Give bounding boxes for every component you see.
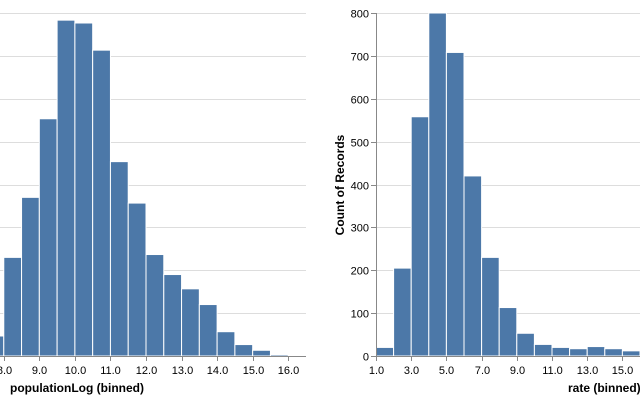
right-bar [375,346,395,357]
right-x-tick-label: 9.0 [510,365,525,377]
right-y-tick-label: 0 [363,352,369,364]
left-axes: 8.0 9.0 10.0 11.0 12.0 13.0 14.0 15.0 16.0 [0,356,306,377]
right-axes: 1.0 3.0 5.0 7.0 9.0 11.0 13.0 15.0 0 100 200 300 400… [351,9,640,377]
right-x-tick-label: 5.0 [439,365,454,377]
right-x-tick-label: 3.0 [404,365,419,377]
left-bar [145,254,165,357]
right-bar [586,346,606,357]
left-x-tick-label: 16.0 [278,365,299,377]
left-x-tick-label: 13.0 [172,365,193,377]
left-x-tick-label: 12.0 [136,365,157,377]
right-x-axis-title: rate (binned) [568,381,640,395]
left-bar [234,344,254,357]
right-y-tick-label: 300 [351,223,369,235]
left-bar [0,335,5,357]
right-x-tick-label: 11.0 [542,365,563,377]
right-y-tick-label: 600 [351,95,369,107]
right-bar [621,350,640,357]
right-x-tick-label: 15.0 [612,365,633,377]
left-bar [92,49,111,357]
right-bar [498,307,518,357]
left-bar [3,256,23,357]
population-log-histogram: 8.0 9.0 10.0 11.0 12.0 13.0 14.0 15.0 16.0 popul… [0,13,306,395]
left-bar [21,196,40,357]
right-bars [375,12,640,357]
left-bar [269,354,289,357]
left-bar [56,19,76,357]
right-bar [533,343,553,357]
right-x-tick-label: 13.0 [577,365,598,377]
right-bar [410,116,430,357]
right-bar [463,175,483,357]
right-y-tick-label: 700 [351,52,369,64]
left-bar [109,161,129,357]
right-y-tick-label: 800 [351,9,369,21]
left-x-tick-label: 8.0 [0,365,12,377]
right-bar [445,51,465,357]
left-x-tick-label: 10.0 [65,365,86,377]
left-x-tick-label: 14.0 [207,365,228,377]
left-bar [198,304,218,357]
rate-histogram: 1.0 3.0 5.0 7.0 9.0 11.0 13.0 15.0 0 100 200 300 400… [333,9,640,395]
right-x-tick-label: 7.0 [475,365,490,377]
left-bar [38,118,58,357]
left-bar [216,331,236,357]
left-x-tick-label: 15.0 [243,365,264,377]
right-bar [516,332,535,357]
right-x-tick-label: 1.0 [369,365,384,377]
left-bar [252,349,271,357]
left-bar [74,22,94,357]
right-y-axis-title: Count of Records [333,134,347,235]
left-bars [0,19,289,357]
right-y-tick-label: 100 [351,309,369,321]
right-bar [428,12,447,357]
right-bar [604,348,623,357]
left-bar [163,274,183,357]
left-bar [127,202,147,357]
right-bar [569,348,588,357]
right-bar [481,256,500,357]
left-x-tick-label: 9.0 [32,365,47,377]
right-bar [393,267,412,357]
left-x-tick-label: 11.0 [100,365,121,377]
left-bar [181,288,200,357]
right-y-tick-label: 500 [351,138,369,150]
left-x-axis-title: populationLog (binned) [10,381,144,395]
right-y-tick-label: 400 [351,181,369,193]
right-y-tick-label: 200 [351,266,369,278]
right-bar [551,346,571,357]
